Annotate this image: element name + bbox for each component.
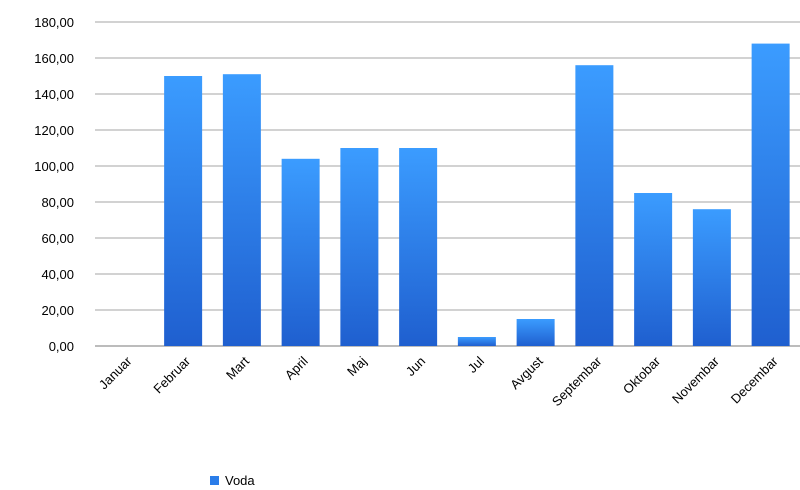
x-axis-category-labels: Januar Februar Mart April Maj Jun Jul Avgust Sep… <box>96 353 781 409</box>
bar-april <box>281 158 320 346</box>
x-tick-label: Januar <box>96 353 135 392</box>
x-tick-label: April <box>282 353 311 382</box>
x-tick-label: Decembar <box>728 353 781 406</box>
gridlines <box>95 21 800 347</box>
x-tick-label: Oktobar <box>620 353 664 397</box>
y-tick-label: 40,00 <box>41 267 74 282</box>
legend-swatch-voda <box>210 476 219 485</box>
x-tick-label: Maj <box>344 353 369 378</box>
y-tick-label: 100,00 <box>34 159 74 174</box>
bar-jun <box>399 148 438 346</box>
y-tick-label: 80,00 <box>41 195 74 210</box>
y-tick-label: 60,00 <box>41 231 74 246</box>
y-axis-tick-labels: 0,00 20,00 40,00 60,00 80,00 100,00 120,00 140,… <box>34 15 74 354</box>
y-tick-label: 20,00 <box>41 303 74 318</box>
x-tick-label: Avgust <box>507 353 546 392</box>
bars <box>164 43 790 346</box>
x-tick-label: Septembar <box>549 353 605 409</box>
x-tick-label: Novembar <box>669 353 722 406</box>
bar-maj <box>340 148 379 346</box>
bar-mart <box>222 74 261 346</box>
y-tick-label: 0,00 <box>49 339 74 354</box>
legend-label-voda: Voda <box>225 473 255 488</box>
legend: Voda <box>210 473 255 488</box>
bar-jul <box>457 337 496 346</box>
y-tick-label: 160,00 <box>34 51 74 66</box>
y-tick-label: 120,00 <box>34 123 74 138</box>
x-tick-label: Mart <box>223 353 252 382</box>
x-tick-label: Jun <box>403 354 428 379</box>
x-tick-label: Februar <box>150 353 193 396</box>
bar-novembar <box>692 209 731 346</box>
bar-decembar <box>751 43 790 346</box>
y-tick-label: 180,00 <box>34 15 74 30</box>
y-tick-label: 140,00 <box>34 87 74 102</box>
bar-februar <box>164 76 203 346</box>
bar-avgust <box>516 319 555 346</box>
bar-septembar <box>575 65 614 346</box>
bar-oktobar <box>634 193 673 346</box>
x-tick-label: Jul <box>465 353 487 375</box>
